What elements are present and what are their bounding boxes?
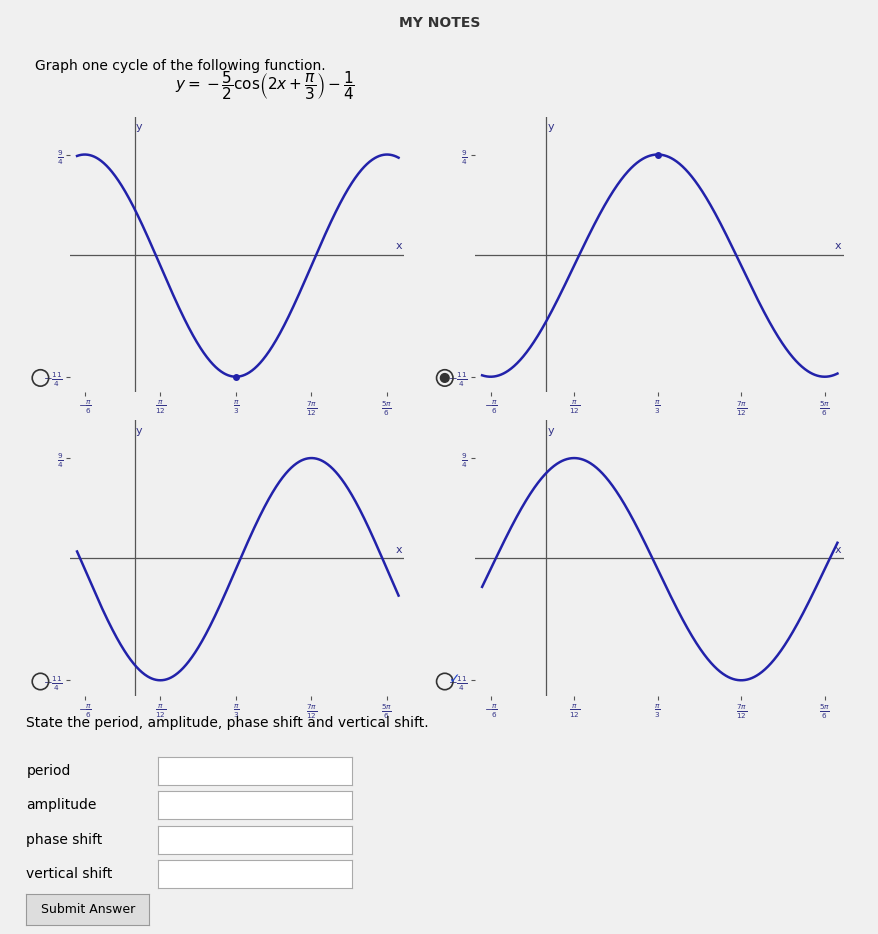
- Text: period: period: [26, 764, 70, 777]
- Text: y: y: [547, 426, 553, 436]
- Text: ✓: ✓: [449, 672, 460, 686]
- Text: phase shift: phase shift: [26, 833, 103, 846]
- Circle shape: [440, 374, 449, 382]
- Text: x: x: [395, 241, 402, 251]
- Text: State the period, amplitude, phase shift and vertical shift.: State the period, amplitude, phase shift…: [26, 716, 428, 729]
- Text: y: y: [136, 122, 142, 133]
- Text: y: y: [547, 122, 553, 133]
- Text: vertical shift: vertical shift: [26, 868, 112, 881]
- Text: y: y: [136, 426, 142, 436]
- Text: Graph one cycle of the following function.: Graph one cycle of the following functio…: [34, 59, 325, 73]
- Text: x: x: [395, 545, 402, 555]
- Text: x: x: [834, 241, 841, 251]
- Text: MY NOTES: MY NOTES: [399, 16, 479, 30]
- Text: $y = -\dfrac{5}{2}\cos\!\left(2x + \dfrac{\pi}{3}\right) - \dfrac{1}{4}$: $y = -\dfrac{5}{2}\cos\!\left(2x + \dfra…: [175, 69, 355, 102]
- Text: x: x: [834, 545, 841, 555]
- Text: Submit Answer: Submit Answer: [40, 903, 135, 915]
- Text: amplitude: amplitude: [26, 799, 97, 812]
